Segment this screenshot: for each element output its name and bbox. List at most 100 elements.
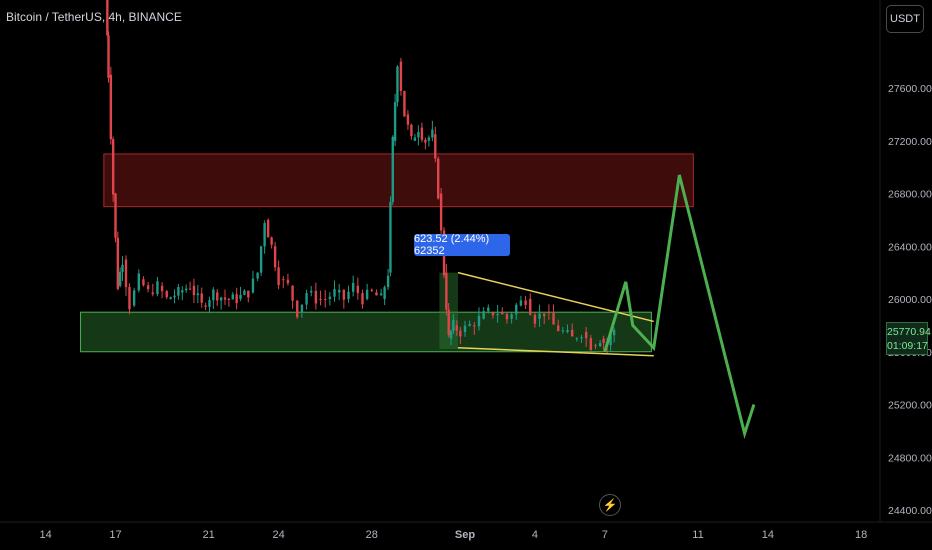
candle-body — [468, 324, 471, 326]
candle-body — [361, 293, 364, 305]
candle-body — [410, 124, 413, 136]
y-tick-label: 26400.00 — [888, 241, 932, 253]
resistance-zone — [103, 153, 694, 208]
candle-body — [351, 282, 355, 292]
candle-body — [533, 314, 537, 324]
candle-body — [375, 292, 378, 296]
candle-body — [547, 312, 551, 314]
candle-body — [396, 66, 399, 103]
candle-body — [420, 127, 424, 140]
candle-body — [424, 139, 427, 143]
x-tick-label: 28 — [366, 529, 378, 541]
candle-body — [192, 285, 196, 296]
candle-body — [263, 223, 266, 247]
candle-body — [227, 299, 231, 300]
countdown-timer: 01:09:17 — [887, 340, 928, 352]
candle-body — [543, 313, 546, 317]
candle-body — [519, 300, 523, 306]
candle-body — [449, 330, 453, 339]
x-tick-label: 4 — [532, 529, 538, 541]
candle-body — [333, 288, 336, 297]
candle-body — [459, 330, 462, 337]
candle-body — [337, 289, 341, 293]
candle-body — [447, 309, 450, 336]
x-tick-label: 18 — [855, 529, 867, 541]
candle-body — [473, 325, 476, 327]
candle-body — [169, 297, 172, 299]
candle-body — [116, 237, 120, 289]
candle-body — [300, 304, 304, 313]
candle-body — [212, 289, 215, 301]
candle-body — [370, 289, 373, 291]
candle-body — [561, 330, 565, 332]
projection-path — [603, 174, 756, 439]
candle-body — [137, 273, 140, 291]
candle-body — [439, 193, 443, 231]
candle-body — [165, 291, 168, 298]
x-tick-label: 21 — [203, 529, 215, 541]
candle-body — [406, 114, 410, 125]
candle-body — [386, 275, 390, 288]
candle-body — [106, 0, 109, 36]
y-tick-label: 24400.00 — [888, 505, 932, 517]
candle-body — [142, 279, 145, 286]
candle-body — [184, 288, 188, 291]
candle-body — [160, 285, 164, 292]
candle-body — [491, 312, 495, 316]
candle-body — [510, 314, 513, 319]
candle-body — [557, 325, 560, 331]
candle-body — [580, 337, 583, 339]
candle-body — [132, 290, 136, 306]
candle-body — [482, 311, 485, 319]
candle-body — [434, 134, 437, 159]
x-tick-label: 17 — [109, 529, 121, 541]
candle-body — [609, 335, 612, 346]
candle-body — [566, 329, 569, 332]
candle-body — [529, 299, 532, 315]
y-tick-label: 26800.00 — [888, 189, 932, 201]
candle-body — [121, 264, 124, 272]
candle-body — [173, 295, 176, 298]
candle-body — [602, 338, 605, 343]
candle-body — [496, 314, 499, 316]
candle-body — [393, 102, 397, 141]
symbol-title: Bitcoin / TetherUS, 4h, BINANCE — [6, 10, 182, 24]
candle-body — [413, 137, 417, 141]
candle-body — [612, 329, 616, 336]
candle-body — [277, 267, 280, 286]
candle-body — [188, 288, 192, 290]
x-tick-label: 24 — [272, 529, 284, 541]
candle-body — [259, 246, 263, 273]
candle-body — [477, 315, 481, 327]
candle-body — [118, 271, 122, 286]
candle-body — [204, 305, 207, 307]
candle-body — [437, 158, 440, 199]
candle-body — [319, 299, 322, 300]
candle-body — [538, 313, 541, 319]
candle-body — [223, 297, 227, 300]
x-tick-label: 14 — [762, 529, 774, 541]
candle-body — [247, 290, 250, 298]
candle-body — [216, 292, 219, 301]
candle-body — [151, 292, 154, 295]
trendline-0 — [457, 271, 654, 323]
candle-body — [463, 325, 467, 332]
currency-button[interactable]: USDT — [886, 5, 924, 33]
measure-label: 623.52 (2.44%) 62352 — [414, 233, 510, 257]
candle-body — [114, 193, 117, 238]
candle-body — [505, 314, 509, 320]
y-tick-label: 26000.00 — [888, 294, 932, 306]
candle-body — [584, 331, 588, 339]
candle-body — [196, 293, 200, 296]
candle-body — [452, 319, 455, 331]
candle-body — [431, 129, 434, 138]
candle-body — [124, 259, 128, 288]
candle-body — [231, 294, 234, 300]
candle-body — [128, 287, 131, 310]
candle-body — [445, 272, 448, 310]
candle-body — [146, 285, 150, 290]
lightning-icon[interactable]: ⚡ — [599, 494, 621, 516]
candle-body — [347, 291, 350, 299]
candle-body — [291, 285, 294, 301]
